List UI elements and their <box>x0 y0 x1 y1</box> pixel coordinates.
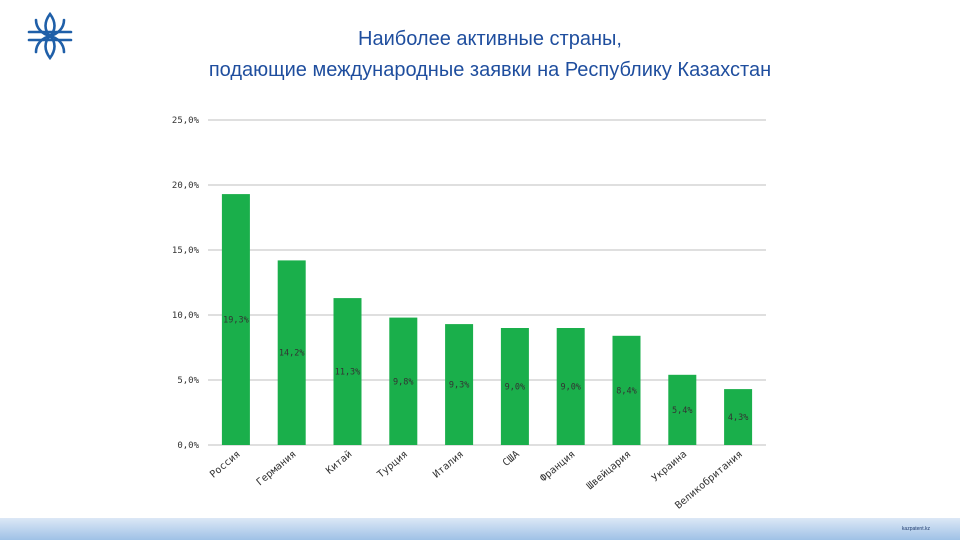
title-line-1: Наиболее активные страны, <box>358 28 622 50</box>
y-tick-label: 5,0% <box>177 376 199 386</box>
category-label: Италия <box>431 449 466 481</box>
bar <box>724 389 753 445</box>
footer-bar: kazpatent.kz <box>0 518 960 540</box>
category-label: Швейцария <box>584 448 633 492</box>
data-label: 14,2% <box>279 349 305 359</box>
y-tick-label: 20,0% <box>172 181 200 191</box>
data-label: 9,0% <box>505 383 525 393</box>
bar <box>445 324 474 445</box>
data-label: 19,3% <box>223 316 249 326</box>
category-label: Россия <box>208 449 243 481</box>
data-label: 8,4% <box>616 386 636 396</box>
y-tick-label: 10,0% <box>172 311 200 321</box>
bar <box>277 260 306 445</box>
category-label: Китай <box>324 448 355 477</box>
data-label: 9,8% <box>393 377 413 387</box>
data-label: 11,3% <box>335 368 361 378</box>
bar <box>333 298 362 445</box>
data-label: 9,0% <box>560 383 580 393</box>
bar <box>668 374 697 445</box>
bar <box>500 328 529 445</box>
footer-site-text: kazpatent.kz <box>901 526 930 532</box>
category-label: Турция <box>375 449 410 481</box>
category-label: Франция <box>538 449 577 485</box>
category-label: Германия <box>255 449 299 488</box>
bar <box>556 328 585 445</box>
y-tick-label: 15,0% <box>172 246 200 256</box>
category-label: США <box>501 449 522 469</box>
data-label: 4,3% <box>728 413 748 423</box>
kazpatent-logo-icon <box>22 8 78 64</box>
title-line-2: подающие международные заявки на Республ… <box>208 59 772 81</box>
bar <box>612 335 641 445</box>
page-title: Наиболее активные страны, подающие между… <box>80 24 900 86</box>
bar <box>221 194 250 445</box>
data-label: 9,3% <box>449 381 469 391</box>
category-label: Украина <box>650 449 689 485</box>
data-label: 5,4% <box>672 406 692 416</box>
y-tick-label: 25,0% <box>172 116 200 126</box>
bar <box>389 317 418 445</box>
y-tick-label: 0,0% <box>177 441 199 451</box>
